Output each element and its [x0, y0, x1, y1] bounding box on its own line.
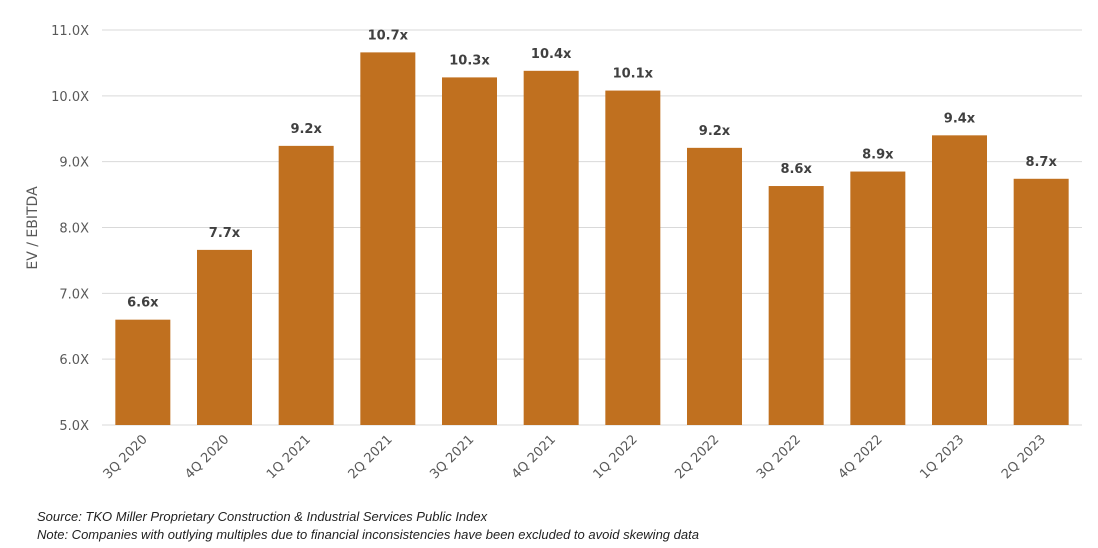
data-label: 10.3x [449, 53, 490, 68]
data-label: 9.4x [944, 111, 976, 126]
y-tick-label: 7.0X [59, 287, 89, 302]
data-label: 6.6x [127, 296, 159, 311]
bar [442, 77, 497, 426]
x-tick-label: 3Q 2020 [101, 432, 151, 482]
x-tick-label: 1Q 2021 [264, 432, 314, 482]
x-axis-ticks: 3Q 2020 4Q 2020 1Q 2021 2Q 2021 3Q 2021 4Q 20… [101, 432, 1049, 482]
bar [768, 186, 824, 425]
source-note: Source: TKO Miller Proprietary Construct… [37, 509, 488, 524]
ev-ebitda-chart: 5.0X 6.0X 7.0X 8.0X 9.0X 10.0X 11.0X 6.6x 7.7x 9… [25, 24, 1082, 482]
bar [1013, 178, 1069, 425]
x-tick-label: 1Q 2023 [917, 432, 967, 482]
bar [605, 90, 661, 426]
bar [687, 147, 742, 425]
y-tick-label: 5.0X [59, 419, 89, 434]
data-label: 8.7x [1025, 155, 1057, 170]
bar [197, 249, 252, 425]
y-axis-label: EV / EBITDA [25, 186, 41, 270]
data-label: 10.4x [531, 47, 572, 62]
bar [523, 70, 579, 426]
data-label: 8.9x [862, 148, 894, 163]
y-axis-ticks: 5.0X 6.0X 7.0X 8.0X 9.0X 10.0X 11.0X [51, 24, 89, 434]
data-label: 9.2x [290, 122, 322, 137]
y-tick-label: 9.0X [59, 156, 89, 171]
data-label: 9.2x [699, 124, 731, 139]
x-tick-label: 3Q 2022 [754, 432, 804, 482]
gridlines [102, 29, 1082, 426]
bar [360, 52, 416, 426]
data-label: 10.7x [368, 28, 409, 43]
bar [932, 135, 987, 426]
y-tick-label: 6.0X [59, 353, 89, 368]
y-tick-label: 8.0X [59, 222, 89, 237]
y-tick-label: 10.0X [51, 90, 89, 105]
x-tick-label: 2Q 2021 [346, 432, 396, 482]
bar [850, 171, 906, 425]
data-label: 10.1x [613, 67, 654, 82]
x-tick-label: 2Q 2022 [672, 432, 722, 482]
bar [278, 145, 334, 425]
x-tick-label: 4Q 2021 [509, 432, 559, 482]
x-tick-label: 4Q 2022 [836, 432, 886, 482]
data-labels: 6.6x 7.7x 9.2x 10.7x 10.3x 10.4x 10.1x 9.2x 8.6x… [127, 28, 1057, 310]
x-tick-label: 3Q 2021 [427, 432, 477, 482]
x-tick-label: 4Q 2020 [182, 432, 232, 482]
bars [115, 52, 1069, 426]
disclaimer-note: Note: Companies with outlying multiples … [37, 527, 699, 542]
data-label: 7.7x [209, 226, 241, 241]
y-tick-label: 11.0X [51, 24, 89, 39]
bar [115, 319, 171, 425]
x-tick-label: 1Q 2022 [591, 432, 641, 482]
x-tick-label: 2Q 2023 [999, 432, 1049, 482]
data-label: 8.6x [780, 162, 812, 177]
